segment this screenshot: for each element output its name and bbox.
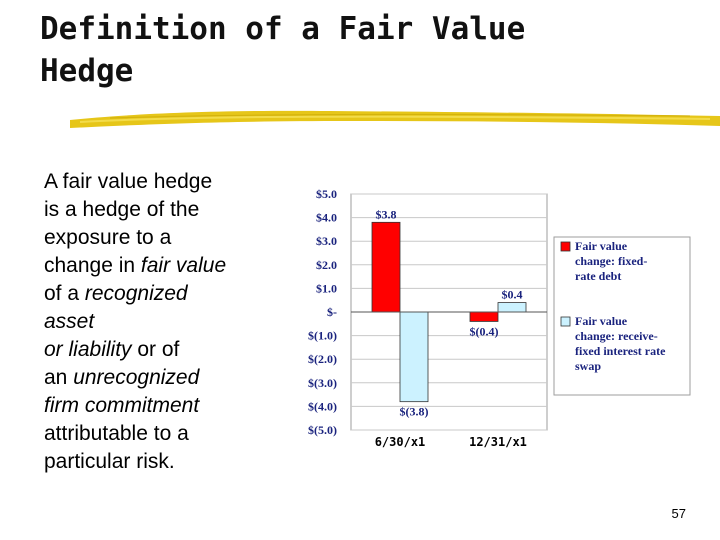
- y-tick-label: $3.0: [316, 234, 337, 248]
- body-segment: or liability: [44, 338, 132, 361]
- y-tick-label: $(2.0): [308, 352, 337, 366]
- y-tick-label: $(5.0): [308, 423, 337, 437]
- legend-swatch: [560, 316, 571, 327]
- legend-label: swap: [575, 359, 601, 373]
- x-tick-label: 6/30/x1: [375, 435, 426, 449]
- bar: [371, 221, 401, 313]
- y-tick-labels: $5.0 $4.0 $3.0 $2.0 $1.0 $- $(1.0) $(2.0) $(3.0)…: [308, 187, 337, 437]
- title-line-2: Hedge: [40, 53, 134, 89]
- body-segment: recognized: [84, 282, 188, 305]
- body-segment: fair value: [140, 254, 227, 277]
- legend-label: change: receive-: [575, 329, 658, 343]
- body-segment: firm commitment: [44, 394, 200, 417]
- bar: [399, 311, 429, 403]
- y-tick-label: $(4.0): [308, 399, 337, 413]
- body-segment: unrecognized: [73, 366, 200, 389]
- data-label: $3.8: [376, 207, 397, 221]
- body-segment: is a hedge of the: [44, 198, 200, 221]
- y-tick-label: $5.0: [316, 187, 337, 201]
- body-segment: of a: [44, 282, 85, 305]
- bars: [371, 221, 527, 403]
- body-segment: an: [44, 366, 74, 389]
- y-tick-label: $1.0: [316, 281, 337, 295]
- x-tick-label: 12/31/x1: [469, 435, 527, 449]
- body-segment: change in: [44, 254, 141, 277]
- legend-label: change: fixed-: [575, 254, 647, 268]
- y-tick-label: $(1.0): [308, 329, 337, 343]
- y-tick-label: $2.0: [316, 258, 337, 272]
- data-labels: $3.8 $(3.8) $(0.4) $0.4: [376, 207, 523, 418]
- data-label: $(3.8): [400, 405, 429, 419]
- definition-text: A fair value hedge is a hedge of the expos…: [44, 168, 284, 476]
- title-underline-brush: [70, 110, 720, 128]
- body-segment: exposure to a: [44, 226, 172, 249]
- legend-label: Fair value: [575, 314, 628, 328]
- body-segment: attributable to a: [44, 422, 189, 445]
- legend-label: fixed interest rate: [575, 344, 666, 358]
- bar-chart: $5.0 $4.0 $3.0 $2.0 $1.0 $- $(1.0) $(2.0) $(3.0)…: [308, 187, 691, 449]
- y-tick-label: $4.0: [316, 211, 337, 225]
- body-segment: particular risk.: [44, 450, 175, 473]
- y-tick-label: $-: [327, 305, 337, 319]
- slide-title: Definition of a Fair Value Hedge: [40, 8, 680, 92]
- x-tick-labels: 6/30/x1 12/31/x1: [375, 435, 527, 449]
- page-number: 57: [671, 506, 686, 521]
- body-segment: A fair value hedge: [44, 170, 213, 193]
- legend-box: [553, 236, 691, 396]
- legend-label: rate debt: [575, 269, 621, 283]
- bar: [469, 311, 499, 322]
- bar: [497, 302, 527, 313]
- title-line-1: Definition of a Fair Value: [40, 11, 526, 47]
- data-label: $0.4: [502, 288, 523, 302]
- body-segment: or of: [131, 338, 180, 361]
- body-segment: asset: [44, 310, 95, 333]
- legend-swatch: [560, 241, 571, 252]
- y-tick-label: $(3.0): [308, 376, 337, 390]
- data-label: $(0.4): [470, 324, 499, 338]
- legend-label: Fair value: [575, 239, 628, 253]
